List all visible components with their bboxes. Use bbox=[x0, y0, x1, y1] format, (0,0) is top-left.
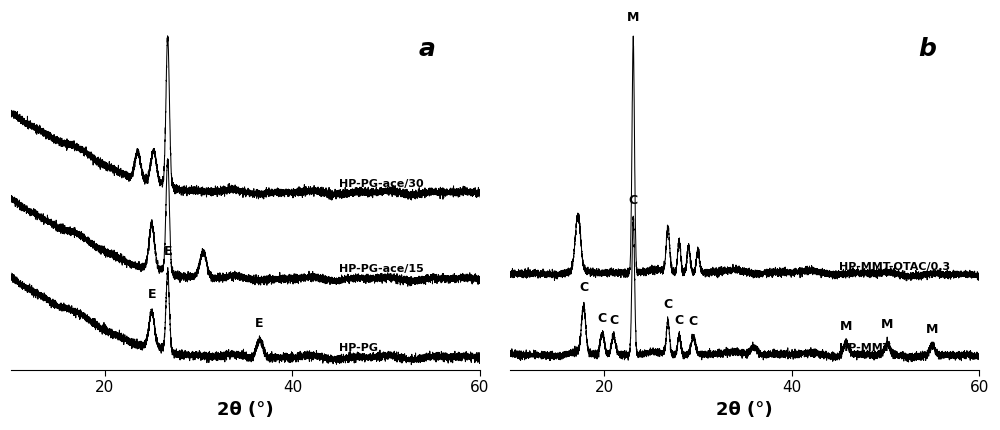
Text: HP-MMT-OTAC/0.3: HP-MMT-OTAC/0.3 bbox=[839, 262, 950, 272]
Text: M: M bbox=[627, 11, 639, 25]
Text: M: M bbox=[881, 318, 894, 331]
Text: b: b bbox=[918, 37, 936, 61]
Text: C: C bbox=[579, 280, 588, 294]
Text: C: C bbox=[598, 312, 607, 325]
Text: a: a bbox=[419, 37, 436, 61]
Text: C: C bbox=[689, 315, 698, 329]
Text: HP-PG: HP-PG bbox=[339, 343, 378, 353]
Text: C: C bbox=[629, 194, 638, 207]
X-axis label: 2θ (°): 2θ (°) bbox=[217, 401, 274, 419]
Text: C: C bbox=[663, 298, 672, 311]
Text: C: C bbox=[675, 314, 684, 327]
Text: M: M bbox=[840, 320, 852, 333]
Text: E: E bbox=[255, 316, 264, 330]
Text: E: E bbox=[163, 245, 172, 258]
Text: C: C bbox=[609, 314, 618, 327]
Text: E: E bbox=[147, 288, 156, 301]
Text: HP-PG-ace/30: HP-PG-ace/30 bbox=[339, 178, 424, 188]
Text: M: M bbox=[926, 323, 939, 336]
X-axis label: 2θ (°): 2θ (°) bbox=[716, 401, 773, 419]
Text: HP-PG-ace/15: HP-PG-ace/15 bbox=[339, 264, 424, 274]
Text: HP-MMT: HP-MMT bbox=[839, 343, 890, 353]
